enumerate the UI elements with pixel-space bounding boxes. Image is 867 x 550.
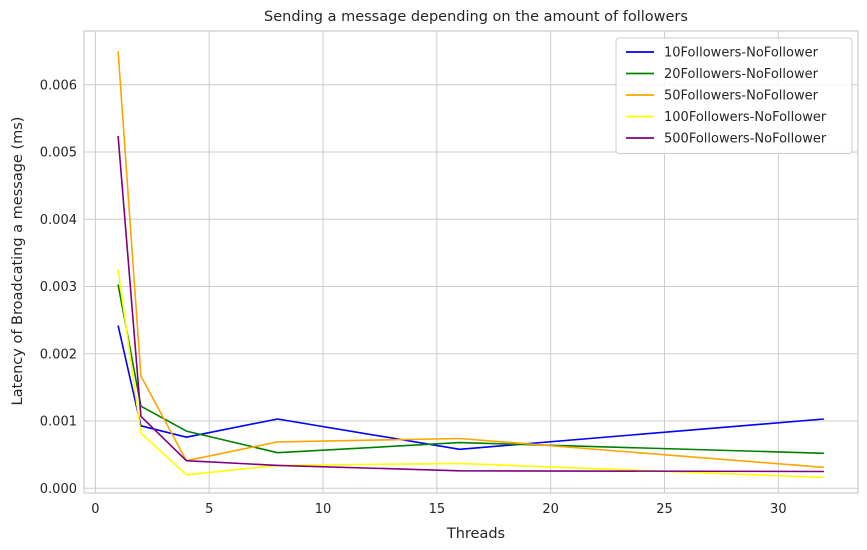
y-tick-label: 0.005 (40, 146, 77, 161)
x-tick-label: 30 (770, 502, 787, 517)
x-tick-label: 20 (542, 502, 559, 517)
y-tick-labels: 0.000 0.001 0.002 0.003 0.004 0.005 0.006 (40, 78, 77, 496)
series-line-20followers-nofollower (117, 284, 824, 455)
legend: 10Followers-NoFollower 20Followers-NoFoll… (615, 37, 853, 154)
y-tick-label: 0.003 (40, 280, 77, 295)
series-line-100followers-nofollower (117, 269, 824, 479)
series-line-500followers-nofollower (117, 135, 824, 473)
legend-label: 100Followers-NoFollower (664, 110, 827, 125)
y-tick-label: 0.004 (40, 213, 77, 228)
x-tick-label: 5 (205, 502, 213, 517)
plot-area-frame (83, 30, 859, 494)
x-tick-label: 15 (429, 502, 446, 517)
x-tick-label: 0 (91, 502, 99, 517)
x-tick-label: 25 (656, 502, 673, 517)
series-line-50followers-nofollower (117, 51, 824, 469)
legend-box (615, 37, 853, 154)
chart-title: Sending a message depending on the amoun… (264, 9, 688, 25)
series-lines (117, 51, 824, 479)
y-tick-label: 0.001 (40, 415, 77, 430)
legend-label: 10Followers-NoFollower (664, 46, 819, 61)
y-tick-label: 0.002 (40, 347, 77, 362)
y-tick-label: 0.006 (40, 78, 77, 93)
legend-label: 20Followers-NoFollower (664, 67, 819, 82)
y-tick-label: 0.000 (40, 482, 77, 497)
legend-label: 500Followers-NoFollower (664, 132, 827, 147)
y-axis-title: Latency of Broadcating a message (ms) (10, 117, 26, 406)
x-tick-label: 10 (315, 502, 332, 517)
x-tick-labels: 0 5 10 15 20 25 30 (91, 502, 786, 517)
x-axis-title: Threads (446, 526, 505, 542)
legend-label: 50Followers-NoFollower (664, 89, 819, 104)
grid-lines (84, 31, 858, 493)
